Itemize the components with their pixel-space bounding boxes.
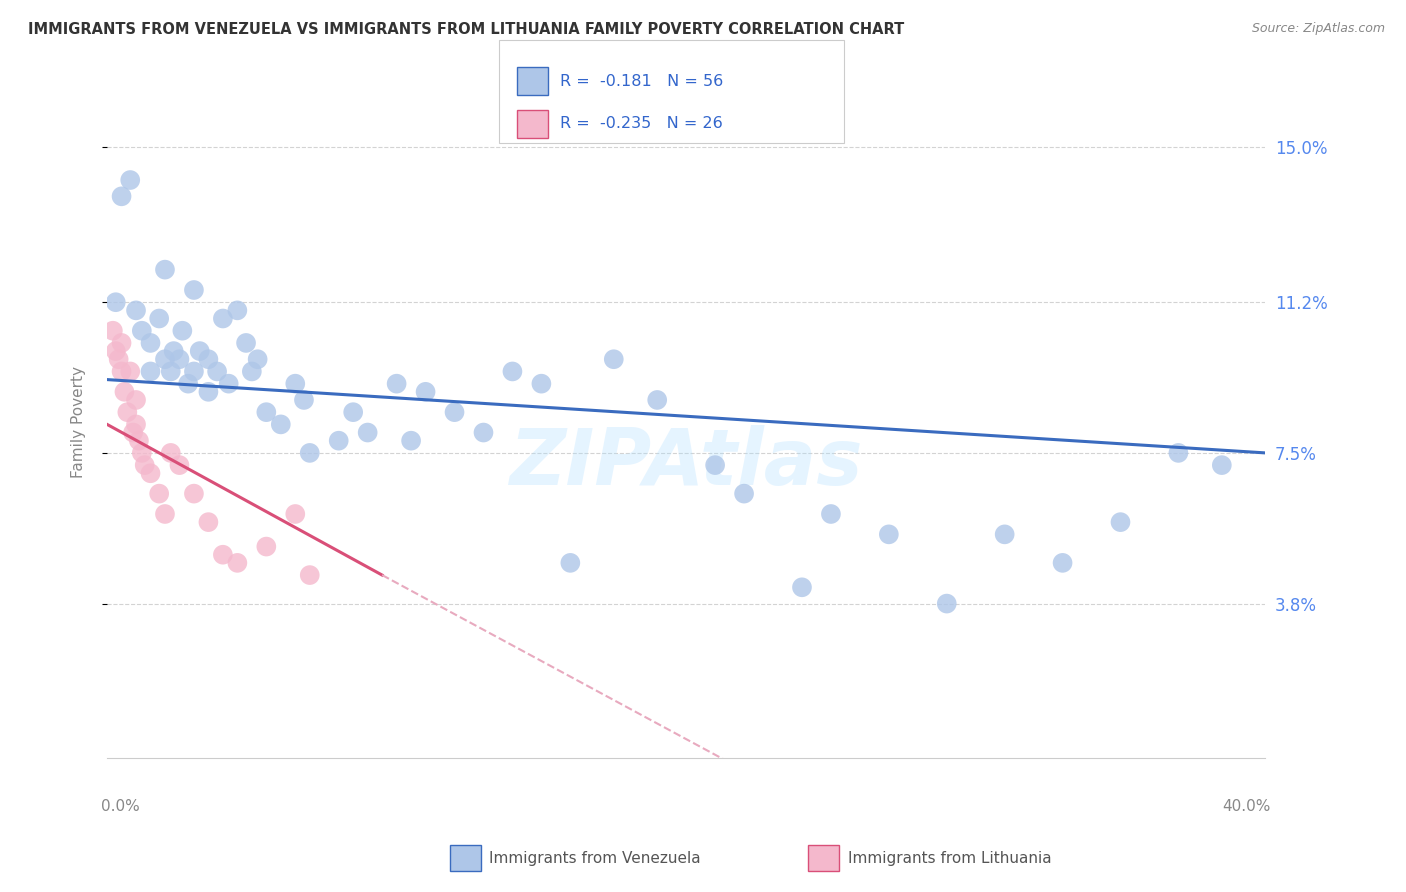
Point	[298, 568, 321, 582]
Point	[1211, 458, 1233, 472]
Point	[270, 417, 292, 432]
Point	[114, 384, 136, 399]
Point	[134, 458, 156, 472]
Text: 0.0%: 0.0%	[101, 798, 141, 814]
Point	[153, 262, 176, 277]
Point	[139, 364, 162, 378]
Point	[218, 376, 240, 391]
Point	[226, 303, 249, 318]
Point	[501, 364, 523, 378]
Point	[704, 458, 727, 472]
Point	[117, 405, 139, 419]
Point	[104, 295, 127, 310]
Point	[139, 467, 162, 481]
Text: R =  -0.235   N = 26: R = -0.235 N = 26	[560, 117, 723, 131]
Point	[125, 392, 148, 407]
Point	[120, 173, 142, 187]
Point	[125, 417, 148, 432]
Point	[101, 324, 124, 338]
Point	[415, 384, 437, 399]
Point	[254, 405, 277, 419]
Text: R =  -0.181   N = 56: R = -0.181 N = 56	[560, 74, 723, 88]
Point	[790, 580, 813, 594]
Point	[733, 486, 755, 500]
Point	[120, 364, 142, 378]
Point	[342, 405, 364, 419]
Point	[110, 189, 132, 203]
Point	[560, 556, 582, 570]
Text: 40.0%: 40.0%	[1223, 798, 1271, 814]
Point	[183, 283, 205, 297]
Point	[110, 364, 132, 378]
Point	[197, 384, 219, 399]
Point	[177, 376, 200, 391]
Point	[1109, 515, 1132, 529]
Text: Source: ZipAtlas.com: Source: ZipAtlas.com	[1251, 22, 1385, 36]
Point	[104, 344, 127, 359]
Point	[153, 352, 176, 367]
Point	[107, 352, 129, 367]
Point	[820, 507, 842, 521]
Point	[246, 352, 269, 367]
Point	[645, 392, 668, 407]
Point	[356, 425, 378, 440]
Point	[284, 376, 307, 391]
Point	[254, 540, 277, 554]
Point	[125, 303, 148, 318]
Point	[169, 458, 191, 472]
Point	[197, 515, 219, 529]
Point	[128, 434, 150, 448]
Point	[240, 364, 263, 378]
Point	[212, 311, 235, 326]
Point	[235, 335, 257, 350]
Point	[131, 324, 153, 338]
Point	[328, 434, 350, 448]
Point	[139, 335, 162, 350]
Point	[163, 344, 186, 359]
Text: Immigrants from Venezuela: Immigrants from Venezuela	[489, 851, 702, 865]
Point	[298, 446, 321, 460]
Point	[183, 364, 205, 378]
Y-axis label: Family Poverty: Family Poverty	[72, 367, 86, 478]
Point	[110, 335, 132, 350]
Point	[205, 364, 228, 378]
Point	[1052, 556, 1074, 570]
Point	[1167, 446, 1189, 460]
Point	[159, 446, 181, 460]
Point	[212, 548, 235, 562]
Point	[530, 376, 553, 391]
Point	[148, 311, 170, 326]
Point	[994, 527, 1017, 541]
Point	[197, 352, 219, 367]
Point	[603, 352, 626, 367]
Point	[292, 392, 315, 407]
Point	[443, 405, 465, 419]
Point	[183, 486, 205, 500]
Point	[188, 344, 211, 359]
Text: Immigrants from Lithuania: Immigrants from Lithuania	[848, 851, 1052, 865]
Point	[122, 425, 145, 440]
Text: ZIPAtlas: ZIPAtlas	[509, 425, 863, 500]
Text: IMMIGRANTS FROM VENEZUELA VS IMMIGRANTS FROM LITHUANIA FAMILY POVERTY CORRELATIO: IMMIGRANTS FROM VENEZUELA VS IMMIGRANTS …	[28, 22, 904, 37]
Point	[148, 486, 170, 500]
Point	[385, 376, 408, 391]
Point	[935, 597, 957, 611]
Point	[131, 446, 153, 460]
Point	[877, 527, 900, 541]
Point	[172, 324, 194, 338]
Point	[472, 425, 495, 440]
Point	[169, 352, 191, 367]
Point	[399, 434, 422, 448]
Point	[284, 507, 307, 521]
Point	[226, 556, 249, 570]
Point	[159, 364, 181, 378]
Point	[153, 507, 176, 521]
